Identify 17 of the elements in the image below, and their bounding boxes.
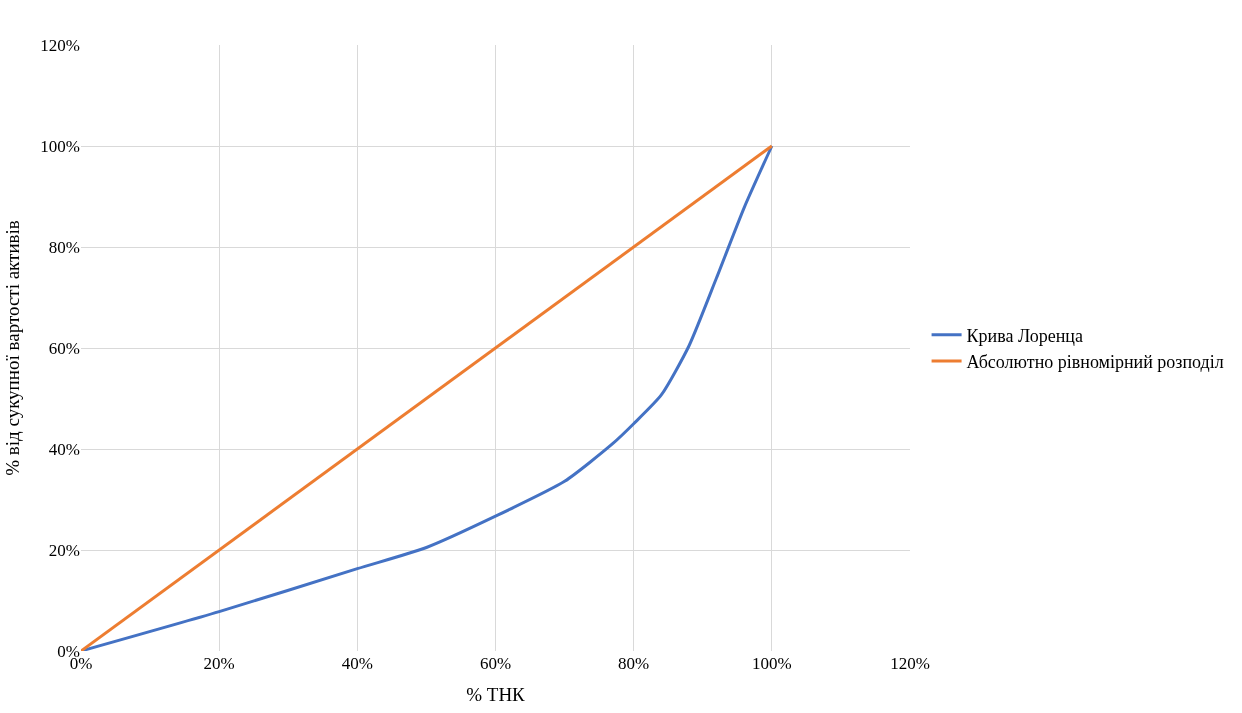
x-tick-label: 120% [890, 654, 930, 673]
line-series [81, 144, 774, 651]
x-axis-title: % ТНК [466, 683, 526, 705]
x-tick-label: 20% [203, 654, 235, 673]
y-tick-label: 120% [40, 35, 80, 55]
y-tick-label: 60% [48, 338, 80, 358]
y-tick-label: 40% [48, 439, 80, 459]
x-tick-label: 60% [479, 654, 512, 673]
x-tick-label: 40% [341, 654, 373, 673]
y-tick-label: 80% [48, 237, 80, 257]
y-axis-title: % від сукупної вартості активів [2, 220, 24, 476]
legend-label: Абсолютно рівномірний розподіл [966, 352, 1224, 373]
x-tick-label: 100% [751, 654, 792, 673]
y-tick-label: 20% [48, 540, 80, 560]
legend-label: Крива Лоренца [966, 325, 1083, 346]
y-tick-label: 100% [40, 136, 80, 156]
x-tick-label: 80% [618, 654, 650, 673]
